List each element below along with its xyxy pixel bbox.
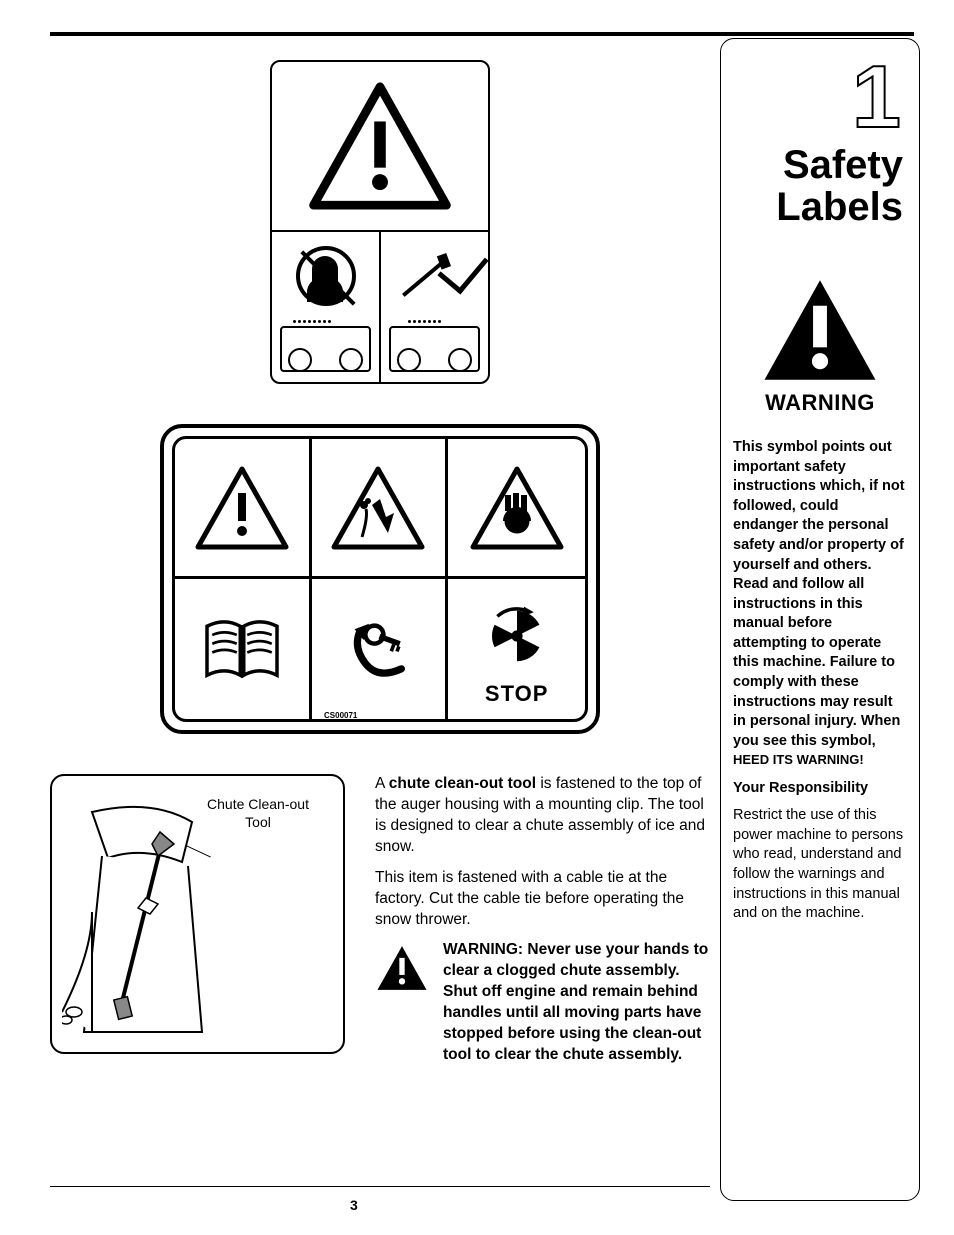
page: STOP CS00071 Chute Clean-out Tool bbox=[0, 0, 954, 1235]
safety-label-1-top bbox=[272, 62, 488, 232]
chapter-title: Safety Labels bbox=[733, 144, 903, 228]
inline-warning-text: WARNING: Never use your hands to clear a… bbox=[443, 940, 710, 1066]
chute-text: A chute clean-out tool is fastened to th… bbox=[375, 774, 710, 1066]
caution-triangle-icon bbox=[175, 439, 312, 579]
no-hand-reach-icon bbox=[272, 232, 381, 382]
stop-rotor-icon: STOP bbox=[448, 579, 585, 719]
chute-paragraph-1: A chute clean-out tool is fastened to th… bbox=[375, 774, 710, 858]
caution-triangle-icon bbox=[305, 81, 455, 211]
chute-paragraph-2: This item is fastened with a cable tie a… bbox=[375, 868, 710, 931]
bottom-rule bbox=[50, 1186, 710, 1187]
safety-label-1 bbox=[270, 60, 490, 384]
sidebar: 1 Safety Labels WARNING This symbol poin… bbox=[720, 38, 920, 1201]
chute-drawing-icon bbox=[62, 802, 242, 1042]
use-cleanout-tool-icon bbox=[381, 232, 488, 382]
remove-key-icon bbox=[312, 579, 449, 719]
safety-label-2-grid: STOP bbox=[172, 436, 588, 722]
caution-triangle-icon bbox=[375, 944, 429, 992]
main-column: STOP CS00071 Chute Clean-out Tool bbox=[50, 60, 710, 1066]
top-rule bbox=[50, 32, 914, 36]
inline-warning: WARNING: Never use your hands to clear a… bbox=[375, 940, 710, 1066]
chute-figure: Chute Clean-out Tool bbox=[50, 774, 345, 1054]
read-manual-icon bbox=[175, 579, 312, 719]
warning-body: This symbol points out important safety … bbox=[733, 438, 907, 771]
label-code: CS00071 bbox=[324, 711, 357, 720]
warning-heading: WARNING bbox=[733, 390, 907, 416]
sidebar-body: This symbol points out important safety … bbox=[733, 438, 907, 924]
safety-label-1-bottom bbox=[272, 232, 488, 382]
responsibility-heading: Your Responsibility bbox=[733, 779, 907, 799]
caution-triangle-icon bbox=[760, 278, 880, 382]
hand-entanglement-hazard-icon bbox=[448, 439, 585, 579]
safety-label-2: STOP CS00071 bbox=[160, 424, 600, 734]
chapter-number: 1 bbox=[733, 57, 901, 136]
thrown-object-hazard-icon bbox=[312, 439, 449, 579]
chute-section: Chute Clean-out Tool bbox=[50, 774, 710, 1066]
stop-text: STOP bbox=[485, 681, 549, 707]
page-number: 3 bbox=[350, 1197, 358, 1213]
responsibility-body: Restrict the use of this power machine t… bbox=[733, 806, 907, 923]
chute-figure-label-l2: Tool bbox=[245, 814, 271, 830]
